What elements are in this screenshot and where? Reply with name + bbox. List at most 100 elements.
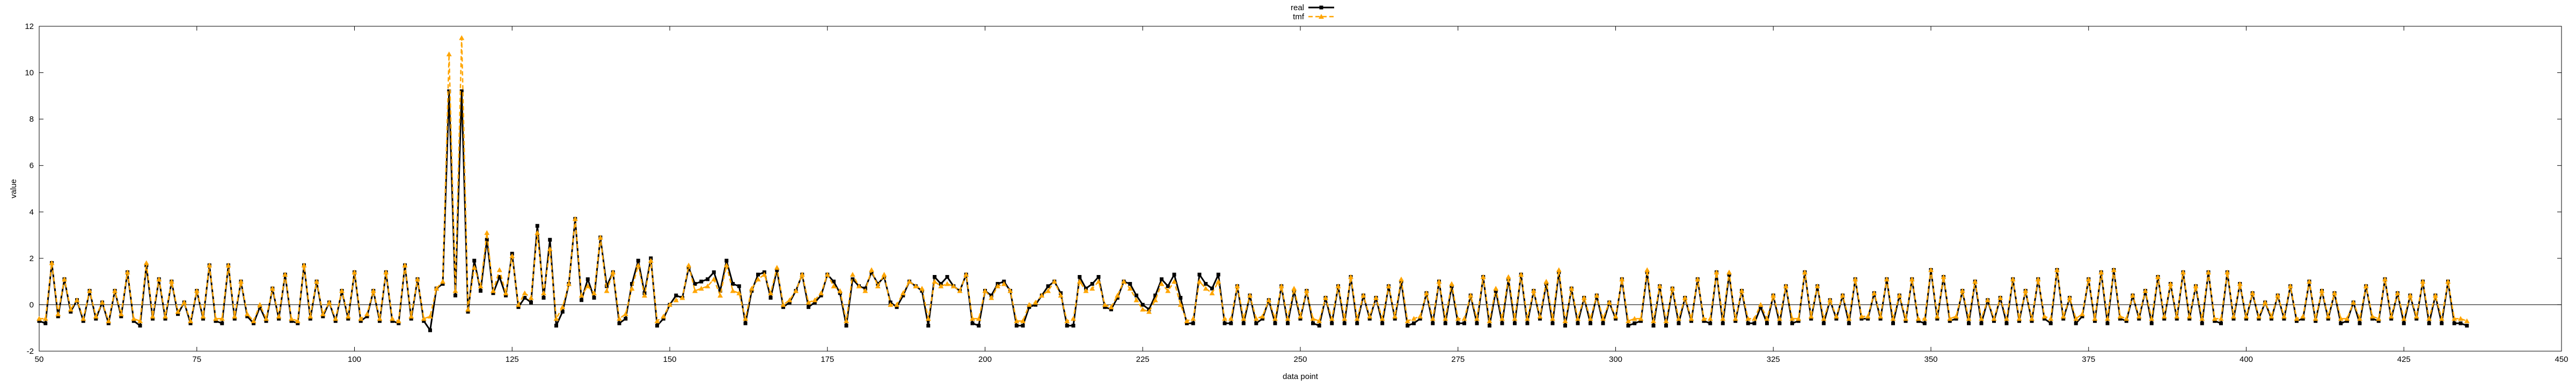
data-point-real (106, 321, 111, 325)
legend-marker-tmf (1319, 14, 1324, 19)
data-point-real (2270, 316, 2273, 321)
data-point-real (895, 305, 899, 309)
data-point-real (1140, 302, 1145, 307)
data-point-real (977, 323, 981, 328)
data-point-tmf (1657, 283, 1663, 288)
data-point-real (1702, 319, 1706, 323)
data-point-tmf (326, 300, 332, 305)
data-point-real (926, 323, 931, 328)
data-point-real (535, 224, 539, 228)
data-point-real (1153, 293, 1158, 298)
data-point-tmf (1026, 302, 1032, 307)
data-point-tmf (1115, 293, 1121, 298)
data-point-tmf (1234, 283, 1240, 288)
data-point-tmf (2250, 290, 2256, 295)
data-point-real (1367, 316, 1372, 321)
data-point-tmf (560, 304, 566, 309)
data-point-tmf (2212, 316, 2218, 321)
data-point-real (1380, 321, 1385, 325)
data-point-tmf (491, 288, 496, 293)
data-point-real (787, 300, 792, 305)
data-point-tmf (806, 300, 811, 305)
data-point-tmf (1121, 279, 1126, 284)
data-point-tmf (55, 311, 61, 316)
data-point-tmf (2136, 314, 2142, 319)
data-point-tmf (1335, 283, 1341, 288)
data-point-real (479, 288, 482, 293)
data-point-real (737, 284, 741, 288)
data-point-tmf (1531, 288, 1536, 293)
data-point-tmf (421, 316, 427, 321)
data-point-real (2402, 321, 2406, 325)
data-point-real (390, 319, 394, 323)
data-point-tmf (465, 307, 471, 312)
legend-label-real: real (1291, 3, 1304, 12)
data-point-real (2257, 316, 2261, 321)
x-tick-label: 275 (1451, 355, 1465, 364)
data-point-real (1406, 323, 1410, 328)
data-point-tmf (2338, 316, 2344, 321)
data-point-real (358, 319, 363, 323)
data-point-tmf (1310, 316, 1316, 321)
data-point-tmf (1934, 314, 1940, 319)
data-point-real (447, 89, 451, 93)
data-point-real (1204, 281, 1208, 286)
data-point-tmf (1821, 316, 1827, 321)
data-point-real (1462, 321, 1466, 325)
data-point-tmf (80, 316, 86, 321)
data-point-tmf (705, 283, 711, 288)
data-point-tmf (225, 262, 231, 268)
y-tick-label: 4 (30, 207, 34, 217)
data-point-tmf (1745, 316, 1751, 321)
data-point-tmf (2016, 316, 2022, 321)
data-point-real (2440, 321, 2444, 325)
data-point-real (252, 321, 255, 325)
data-point-tmf (2237, 281, 2243, 286)
data-point-tmf (352, 269, 357, 274)
data-point-tmf (2105, 316, 2110, 321)
data-point-real (258, 305, 262, 309)
data-point-tmf (787, 297, 793, 302)
data-point-tmf (1304, 288, 1309, 293)
data-point-real (807, 305, 810, 309)
data-point-real (580, 298, 583, 302)
data-point-tmf (1922, 316, 1928, 321)
data-point-real (548, 237, 552, 242)
data-point-real (1034, 302, 1037, 307)
data-point-real (296, 321, 300, 325)
data-point-real (1992, 319, 1996, 323)
data-point-tmf (1399, 276, 1404, 281)
x-tick-label: 350 (1924, 355, 1937, 364)
data-point-real (1223, 321, 1227, 325)
data-point-tmf (1152, 297, 1158, 302)
data-point-tmf (2029, 316, 2035, 321)
data-point-tmf (642, 293, 647, 298)
data-point-tmf (1222, 316, 1227, 321)
data-point-tmf (945, 281, 950, 286)
data-point-real (1948, 319, 1952, 323)
data-point-real (365, 314, 369, 318)
data-point-tmf (1947, 316, 1953, 321)
data-point-tmf (87, 288, 92, 293)
data-point-tmf (1732, 316, 1738, 321)
data-point-tmf (1487, 318, 1492, 323)
data-point-real (2358, 321, 2362, 325)
data-point-tmf (541, 290, 546, 295)
data-point-real (163, 316, 167, 321)
data-point-tmf (131, 316, 137, 321)
data-point-real (2301, 316, 2305, 321)
data-point-tmf (736, 290, 742, 295)
data-point-tmf (2111, 267, 2117, 272)
x-tick-label: 300 (1609, 355, 1622, 364)
legend-marker-real (1319, 5, 1323, 10)
data-point-tmf (1096, 279, 1101, 284)
data-point-tmf (1827, 297, 1833, 302)
data-point-real (333, 319, 338, 323)
data-point-tmf (1764, 316, 1770, 321)
data-point-tmf (2312, 316, 2318, 321)
data-point-tmf (1007, 288, 1013, 293)
data-point-tmf (1461, 316, 1467, 321)
data-point-tmf (566, 281, 572, 286)
data-point-real (1273, 321, 1277, 325)
data-point-tmf (1291, 286, 1297, 291)
